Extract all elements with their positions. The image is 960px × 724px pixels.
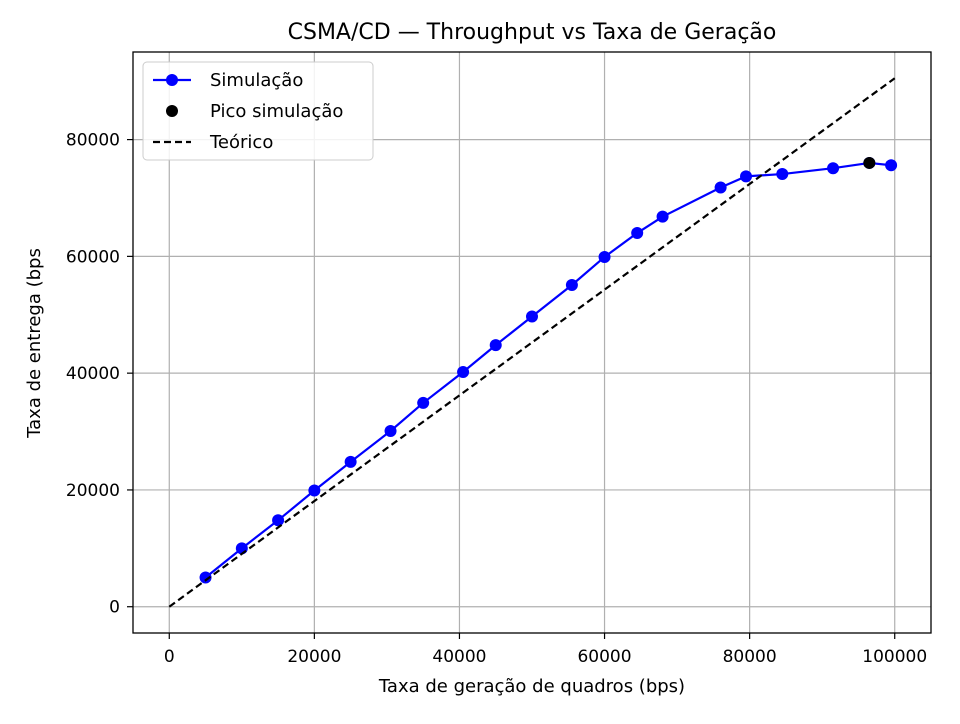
legend-box — [142, 61, 374, 161]
y-tick-label: 0 — [109, 598, 120, 618]
series-0-point — [631, 227, 644, 240]
y-tick-label: 40000 — [66, 364, 120, 384]
legend: Simulação Pico simulação Teórico — [142, 61, 374, 161]
series-0-point — [308, 484, 321, 497]
series-0-point — [272, 514, 285, 527]
legend-teorico-label: Teórico — [209, 132, 273, 153]
series-0-point — [827, 162, 840, 175]
series-0-point — [384, 424, 397, 437]
x-tick-label: 60000 — [577, 647, 631, 667]
series-line-2 — [168, 77, 896, 608]
ticks: 0 20000 40000 60000 80000 100000 0 20000 40000 60… — [66, 131, 927, 667]
series-0-point — [656, 210, 669, 223]
legend-simulacao-marker — [166, 74, 178, 86]
series-1-point — [863, 156, 876, 169]
legend-pico-label: Pico simulação — [210, 101, 343, 122]
series-line-0 — [204, 161, 892, 579]
x-axis-label: Taxa de geração de quadros (bps) — [378, 676, 685, 697]
series-0-point — [489, 339, 502, 352]
x-tick-label: 0 — [164, 647, 175, 667]
series-0-point — [714, 181, 727, 194]
legend-pico-marker — [166, 105, 178, 117]
series-0-point — [344, 455, 357, 468]
series-0-point — [417, 396, 430, 409]
series-0-point — [740, 170, 753, 183]
plot-frame — [132, 51, 932, 634]
series-0-point — [598, 250, 611, 263]
series-0-point — [457, 365, 470, 378]
series — [168, 77, 898, 608]
y-tick-label: 20000 — [66, 481, 120, 501]
x-tick-label: 20000 — [287, 647, 341, 667]
y-tick-label: 60000 — [66, 247, 120, 267]
series-0-point — [526, 310, 538, 323]
series-0-point — [776, 168, 789, 181]
series-0-point — [885, 159, 898, 172]
x-tick-label: 40000 — [432, 647, 486, 667]
x-tick-label: 80000 — [723, 647, 777, 667]
series-0-point — [199, 571, 212, 584]
series-0-point — [565, 278, 578, 291]
x-tick-label: 100000 — [862, 647, 927, 667]
y-axis-label: Taxa de entrega (bps — [24, 248, 45, 439]
y-tick-label: 80000 — [66, 131, 120, 151]
chart-title: CSMA/CD — Throughput vs Taxa de Geração — [288, 20, 777, 45]
legend-simulacao-label: Simulação — [210, 70, 303, 91]
